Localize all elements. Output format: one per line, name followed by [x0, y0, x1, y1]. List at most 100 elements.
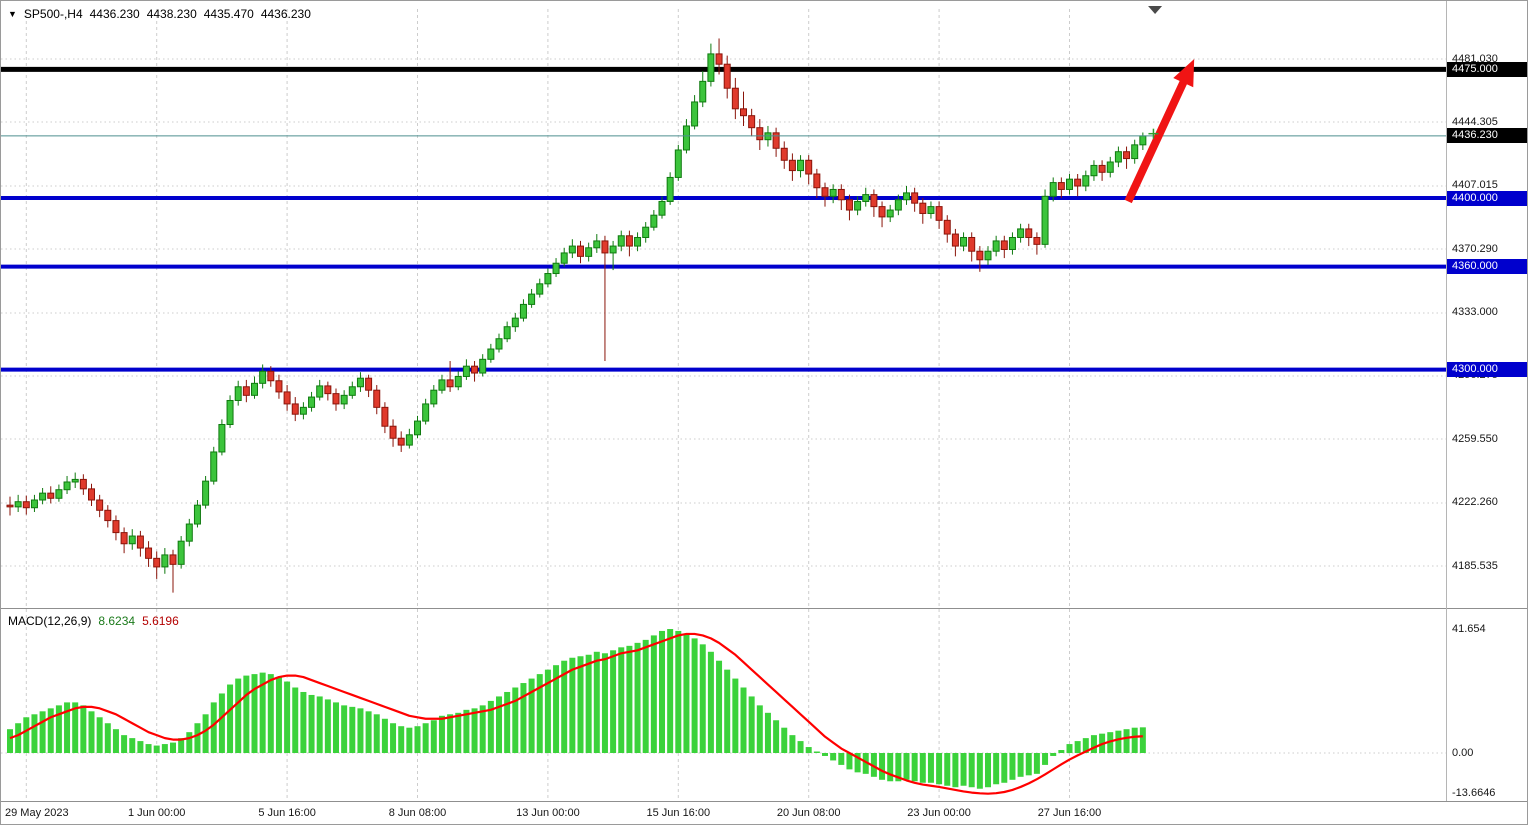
- candle-body: [430, 389, 438, 405]
- candle-body: [202, 480, 210, 506]
- candle-body: [145, 547, 153, 559]
- macd-histogram-bar: [968, 753, 975, 788]
- candle-body: [120, 532, 128, 545]
- macd-histogram-bar: [300, 691, 307, 753]
- macd-histogram-bar: [577, 656, 584, 753]
- macd-histogram-bar: [911, 753, 918, 782]
- candle-body: [715, 53, 723, 65]
- macd-histogram-bar: [1107, 732, 1114, 753]
- candle-body: [185, 523, 193, 542]
- candle-body: [862, 194, 870, 202]
- macd-histogram-bar: [104, 723, 111, 753]
- macd-histogram-bar: [406, 727, 413, 753]
- price-badge-4475.000: 4475.000: [1447, 61, 1527, 77]
- candle-body: [340, 394, 348, 405]
- macd-signal-value: 5.6196: [142, 614, 179, 628]
- macd-histogram-bar: [430, 720, 437, 753]
- macd-histogram-bar: [381, 718, 388, 753]
- candle-body: [14, 501, 22, 508]
- candle-body: [324, 385, 332, 395]
- macd-main-value: 8.6234: [98, 614, 136, 628]
- candle-body: [193, 504, 201, 525]
- macd-histogram-bar: [88, 711, 95, 753]
- chart-title: ▼ SP500-,H4 4436.230 4438.230 4435.470 4…: [8, 7, 311, 21]
- candle-body: [511, 317, 519, 328]
- macd-histogram-bar: [447, 714, 454, 753]
- macd-histogram-bar: [1050, 753, 1057, 756]
- ohlc-low-value: 4435.470: [203, 7, 254, 21]
- candle-body: [682, 125, 690, 151]
- candle-body: [1082, 175, 1090, 187]
- candle-body: [992, 240, 1000, 252]
- candle-body: [1139, 135, 1147, 146]
- macd-histogram-bar: [7, 729, 13, 753]
- chart-shift-marker[interactable]: [1148, 6, 1163, 14]
- macd-histogram-bar: [202, 714, 209, 753]
- macd-histogram-bar: [316, 696, 323, 753]
- candle-body: [1106, 161, 1114, 173]
- candle-body: [601, 240, 609, 254]
- time-axis-label: 1 Jun 00:00: [127, 807, 186, 819]
- candle-body: [226, 399, 234, 426]
- macd-histogram-bar: [707, 651, 714, 753]
- candle-body: [723, 63, 731, 89]
- candle-body: [356, 377, 364, 388]
- macd-histogram-bar: [1033, 753, 1040, 774]
- candle-body: [234, 386, 242, 401]
- candle-body: [650, 214, 658, 228]
- candle-body: [414, 420, 421, 436]
- macd-histogram-bar: [422, 723, 429, 753]
- trend-arrow-shaft[interactable]: [1124, 75, 1190, 204]
- candle-body: [609, 245, 617, 254]
- trend-arrow-head[interactable]: [1173, 59, 1195, 88]
- macd-histogram-bar: [357, 708, 364, 753]
- macd-histogram-bar: [1025, 753, 1032, 776]
- candle-body: [1057, 182, 1065, 190]
- candle-body: [365, 377, 373, 391]
- macd-histogram-bar: [838, 753, 845, 765]
- macd-histogram-bar: [993, 753, 1000, 785]
- candle-body: [870, 194, 878, 208]
- candle-body: [71, 478, 79, 483]
- candle-body: [1000, 240, 1008, 251]
- candle-body: [405, 434, 413, 446]
- macd-histogram-bar: [748, 696, 755, 753]
- macd-histogram-bar: [455, 712, 462, 753]
- macd-histogram-bar: [936, 753, 943, 785]
- candle-body: [577, 245, 584, 257]
- macd-tick-label: -13.6646: [1452, 787, 1496, 800]
- macd-histogram-bar: [243, 675, 250, 753]
- candle-body: [1041, 195, 1049, 245]
- candle-body: [438, 379, 446, 391]
- candle-body: [1114, 151, 1122, 163]
- macd-histogram-bar: [585, 654, 592, 753]
- price-badge-4300.000: 4300.000: [1447, 362, 1527, 378]
- macd-histogram-bar: [186, 732, 193, 753]
- macd-histogram-bar: [952, 753, 959, 788]
- candle-body: [259, 370, 267, 384]
- candle-body: [96, 499, 104, 511]
- macd-histogram-bar: [854, 753, 861, 773]
- macd-histogram-bar: [55, 705, 62, 753]
- candle-body: [976, 250, 984, 261]
- candle-body: [625, 235, 633, 247]
- macd-histogram-bar: [39, 711, 46, 753]
- macd-histogram-bar: [1042, 753, 1049, 765]
- candle-body: [6, 504, 14, 508]
- macd-histogram-bar: [1058, 750, 1065, 753]
- macd-histogram-bar: [813, 751, 820, 753]
- candle-body: [242, 386, 250, 396]
- macd-histogram-bar: [137, 741, 144, 753]
- macd-histogram-bar: [683, 633, 690, 753]
- candle-body: [308, 396, 316, 408]
- macd-histogram-bar: [259, 672, 266, 753]
- candle-body: [837, 188, 845, 201]
- candle-body: [1008, 236, 1016, 251]
- candle-body: [348, 386, 356, 396]
- one-click-trading-icon[interactable]: ▼: [8, 9, 17, 19]
- macd-histogram-bar: [398, 726, 405, 753]
- macd-histogram-bar: [31, 714, 38, 753]
- candle-body: [772, 132, 780, 149]
